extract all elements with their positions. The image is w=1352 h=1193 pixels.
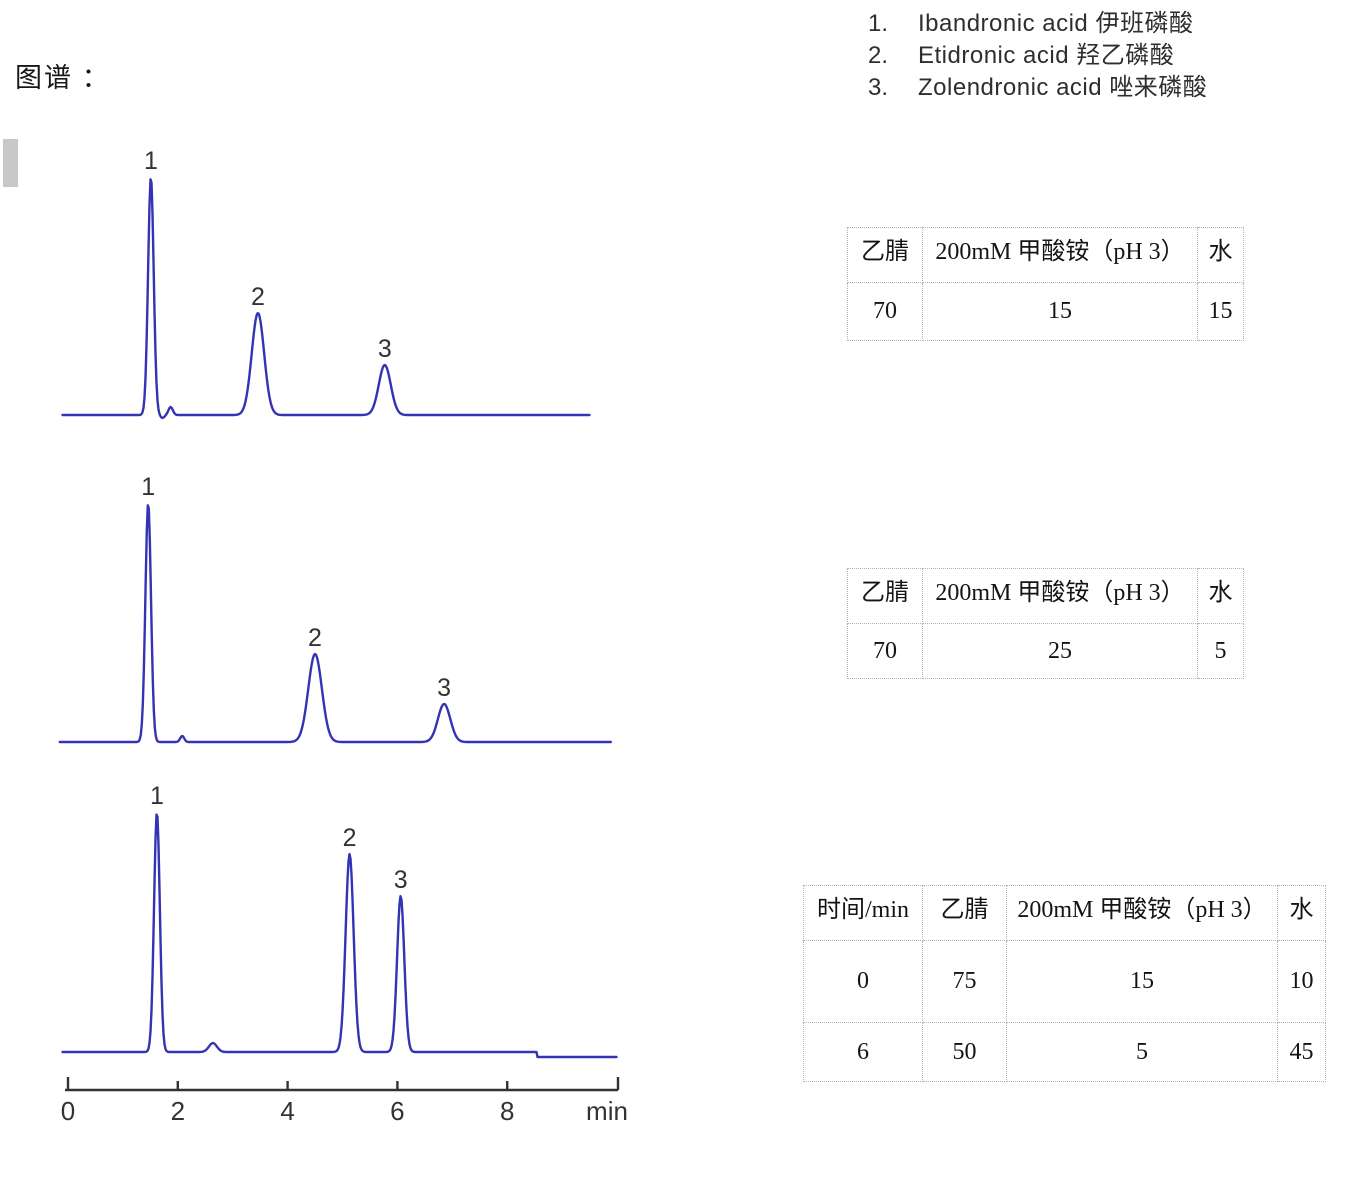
peak-label: 2	[251, 283, 265, 311]
x-axis-tick-label: 2	[171, 1096, 185, 1126]
table-header-row: 乙腈 200mM 甲酸铵（pH 3） 水	[847, 568, 1244, 624]
peak-label: 3	[394, 866, 408, 894]
value-cell: 50	[922, 1022, 1007, 1082]
header-cell: 水	[1197, 568, 1244, 624]
value-cell: 5	[1197, 623, 1244, 679]
value-cell: 25	[922, 623, 1198, 679]
legend-item-number: 1.	[868, 10, 889, 37]
scan-artifact-mark	[3, 139, 18, 187]
header-cell: 200mM 甲酸铵（pH 3）	[922, 227, 1198, 283]
header-cell: 乙腈	[847, 227, 923, 283]
table-row: 6 50 5 45	[803, 1022, 1326, 1082]
value-cell: 15	[1006, 940, 1278, 1023]
header-cell: 200mM 甲酸铵（pH 3）	[1006, 885, 1278, 941]
gradient-program-table: 时间/min 乙腈 200mM 甲酸铵（pH 3） 水 0 75 15 10 6…	[803, 885, 1326, 1082]
header-cell: 200mM 甲酸铵（pH 3）	[922, 568, 1198, 624]
table-header-row: 乙腈 200mM 甲酸铵（pH 3） 水	[847, 227, 1244, 283]
peak-label: 3	[378, 335, 392, 363]
page-title: 图谱 ：	[15, 63, 111, 93]
value-cell: 6	[803, 1022, 923, 1082]
peak-legend: 1. Ibandronic acid 伊班磷酸 2. Etidronic aci…	[868, 8, 1207, 104]
x-axis-tick-label: 4	[280, 1096, 294, 1126]
legend-item: 2. Etidronic acid 羟乙磷酸	[868, 40, 1207, 72]
mobile-phase-table-2: 乙腈 200mM 甲酸铵（pH 3） 水 70 25 5	[847, 568, 1244, 679]
value-cell: 5	[1006, 1022, 1278, 1082]
header-cell: 水	[1197, 227, 1244, 283]
legend-item-number: 2.	[868, 42, 889, 69]
peak-label: 2	[343, 824, 357, 852]
peak-label: 2	[308, 624, 322, 652]
value-cell: 70	[847, 623, 923, 679]
value-cell: 75	[922, 940, 1007, 1023]
trace-line	[61, 813, 618, 1059]
peak-label: 1	[150, 782, 164, 810]
table-header-row: 时间/min 乙腈 200mM 甲酸铵（pH 3） 水	[803, 885, 1326, 941]
table-row: 70 15 15	[847, 282, 1244, 341]
x-axis-tick-label: 0	[61, 1096, 75, 1126]
chromatogram-isocratic-70-25-5: 1 2 3	[58, 473, 612, 744]
value-cell: 15	[922, 282, 1198, 341]
value-cell: 10	[1277, 940, 1326, 1023]
x-axis-tick-label: 8	[500, 1096, 514, 1126]
table-row: 70 25 5	[847, 623, 1244, 679]
peak-label: 1	[141, 473, 155, 501]
chromatogram-isocratic-70-15-15: 1 2 3	[61, 147, 591, 420]
header-cell: 乙腈	[922, 885, 1007, 941]
x-axis-tick-label: 6	[390, 1096, 404, 1126]
legend-item: 1. Ibandronic acid 伊班磷酸	[868, 8, 1207, 40]
peak-label: 3	[437, 674, 451, 702]
chromatogram-gradient-with-time-axis: 1 2 3 0 2 4 6 8 min	[61, 782, 628, 1126]
legend-item-label: Zolendronic acid 唑来磷酸	[918, 74, 1208, 101]
value-cell: 0	[803, 940, 923, 1023]
header-cell: 水	[1277, 885, 1326, 941]
peak-label: 1	[144, 147, 158, 175]
trace-line	[58, 504, 612, 744]
header-cell: 时间/min	[803, 885, 923, 941]
value-cell: 15	[1197, 282, 1244, 341]
legend-item: 3. Zolendronic acid 唑来磷酸	[868, 72, 1207, 104]
mobile-phase-table-1: 乙腈 200mM 甲酸铵（pH 3） 水 70 15 15	[847, 227, 1244, 341]
table-row: 0 75 15 10	[803, 940, 1326, 1023]
legend-item-label: Etidronic acid 羟乙磷酸	[918, 42, 1175, 69]
legend-item-number: 3.	[868, 74, 889, 101]
value-cell: 45	[1277, 1022, 1326, 1082]
legend-item-label: Ibandronic acid 伊班磷酸	[918, 10, 1194, 37]
value-cell: 70	[847, 282, 923, 341]
trace-line	[61, 178, 591, 420]
header-cell: 乙腈	[847, 568, 923, 624]
x-axis-unit-label: min	[586, 1096, 628, 1126]
